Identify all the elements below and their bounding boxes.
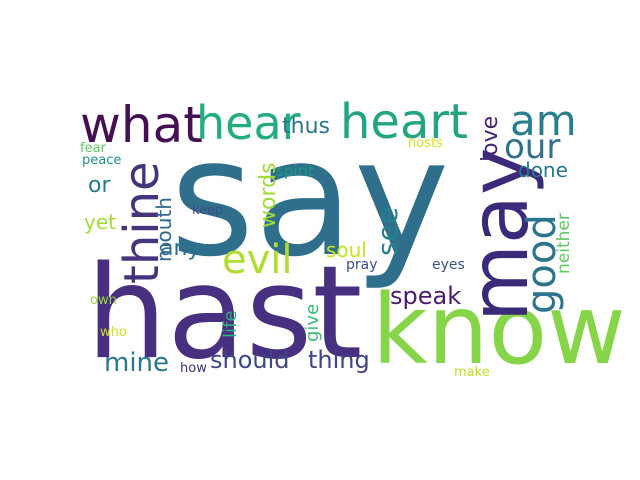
- word-know: know: [372, 274, 626, 386]
- word-hear: hear: [196, 96, 301, 150]
- word-life: life: [220, 310, 241, 338]
- word-evil: evil: [222, 237, 293, 283]
- word-pray: pray: [346, 257, 378, 273]
- word-keep: keep: [192, 203, 224, 218]
- word-hosts: hosts: [408, 136, 443, 151]
- word-own: own: [90, 293, 117, 308]
- word-love: love: [478, 115, 503, 162]
- word-peace: peace: [82, 153, 122, 168]
- word-mine: mine: [104, 348, 170, 378]
- word-who: who: [100, 325, 127, 340]
- word-what: what: [80, 96, 203, 154]
- word-should: should: [210, 346, 290, 374]
- word-spirit: spirit: [276, 162, 314, 180]
- word-yet: yet: [84, 210, 116, 234]
- word-how: how: [180, 361, 207, 376]
- word-give: give: [302, 303, 323, 342]
- word-thing: thing: [308, 346, 370, 374]
- word-eyes: eyes: [432, 257, 465, 273]
- word-speak: speak: [390, 282, 462, 310]
- word-fear: fear: [80, 141, 106, 156]
- word-or: or: [88, 173, 111, 198]
- word-am: am: [510, 96, 577, 145]
- word-neither: neither: [554, 213, 574, 274]
- word-soul: soul: [326, 238, 367, 262]
- word-our: our: [504, 127, 561, 167]
- word-heart: heart: [340, 94, 468, 150]
- word-thus: thus: [282, 114, 330, 139]
- word-done: done: [518, 158, 568, 182]
- word-say: say: [170, 105, 450, 293]
- word-make: make: [454, 365, 490, 380]
- word-any: any: [160, 236, 201, 261]
- word-see: see: [371, 206, 404, 256]
- word-hast: hast: [86, 239, 363, 388]
